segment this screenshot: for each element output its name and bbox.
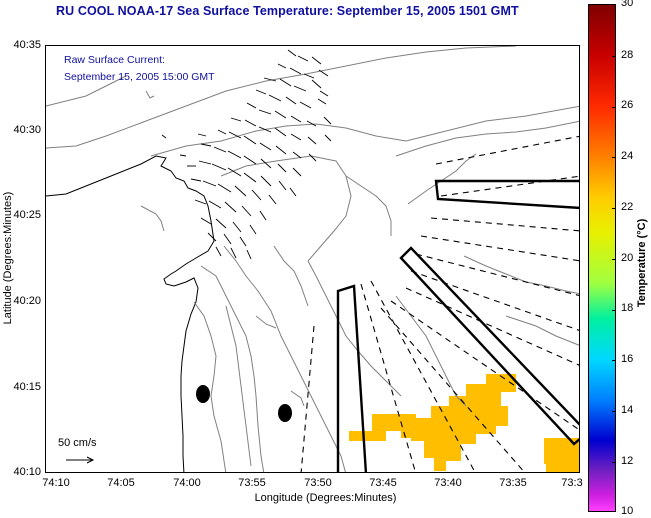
- x-tick-label: 73:3: [561, 477, 583, 489]
- bathymetry-contours: [46, 46, 579, 472]
- y-tick-label: 40:15: [13, 381, 41, 393]
- colorbar-tick-mark: [612, 411, 616, 412]
- dashed-transects: [300, 135, 579, 472]
- x-tick-label: 73:45: [369, 477, 397, 489]
- y-tick-label: 40:25: [13, 209, 41, 221]
- x-tick-label: 74:00: [173, 477, 201, 489]
- x-tick-label: 73:40: [434, 477, 462, 489]
- survey-boxes: [336, 179, 579, 472]
- y-tick-label: 40:20: [13, 295, 41, 307]
- map-title: RU COOL NOAA-17 Sea Surface Temperature:…: [56, 4, 519, 18]
- x-tick-label: 73:55: [238, 477, 266, 489]
- colorbar-tick-label: 26: [621, 99, 634, 111]
- colorbar-tick-label: 20: [621, 252, 634, 264]
- map-panel: Raw Surface Current: September 15, 2005 …: [45, 45, 580, 473]
- temperature-colorbar: [588, 4, 616, 512]
- legend-line-1: Raw Surface Current:: [64, 54, 165, 66]
- colorbar-tick-mark: [612, 259, 616, 260]
- x-tick-label: 73:35: [499, 477, 527, 489]
- scale-arrow: [66, 456, 95, 464]
- map-canvas: [46, 46, 579, 472]
- y-axis-label: Latitude (Degrees:Minutes): [2, 191, 14, 325]
- current-vectors: [161, 49, 332, 260]
- scale-arrow-label: 50 cm/s: [58, 437, 97, 449]
- colorbar-tick-label: 30: [621, 0, 634, 9]
- colorbar-tick-mark: [612, 157, 616, 158]
- sst-patch: [349, 374, 579, 472]
- colorbar-tick-label: 12: [621, 455, 634, 467]
- colorbar-tick-mark: [612, 107, 616, 108]
- legend-line-2: September 15, 2005 15:00 GMT: [64, 71, 215, 83]
- colorbar-tick-mark: [612, 462, 616, 463]
- colorbar-tick-mark: [612, 360, 616, 361]
- mooring-marker: [278, 404, 292, 422]
- colorbar-tick-label: 16: [621, 353, 634, 365]
- colorbar-tick-mark: [612, 208, 616, 209]
- colorbar-tick-label: 18: [621, 302, 634, 314]
- mooring-marker: [196, 385, 210, 403]
- colorbar-label: Temperature (°C): [636, 218, 648, 308]
- x-axis-label: Longitude (Degrees:Minutes): [254, 492, 397, 504]
- colorbar-tick-mark: [612, 310, 616, 311]
- x-tick-label: 74:10: [42, 477, 70, 489]
- y-tick-label: 40:30: [13, 124, 41, 136]
- colorbar-tick-label: 22: [621, 201, 634, 213]
- colorbar-tick-label: 14: [621, 404, 634, 416]
- coastline: [46, 155, 215, 472]
- colorbar-tick-label: 10: [621, 505, 634, 517]
- x-tick-label: 73:50: [304, 477, 332, 489]
- colorbar-tick-label: 24: [621, 150, 634, 162]
- x-tick-label: 74:05: [107, 477, 135, 489]
- y-tick-label: 40:35: [13, 39, 41, 51]
- colorbar-tick-mark: [612, 56, 616, 57]
- y-tick-label: 40:10: [13, 466, 41, 478]
- colorbar-tick-label: 28: [621, 49, 634, 61]
